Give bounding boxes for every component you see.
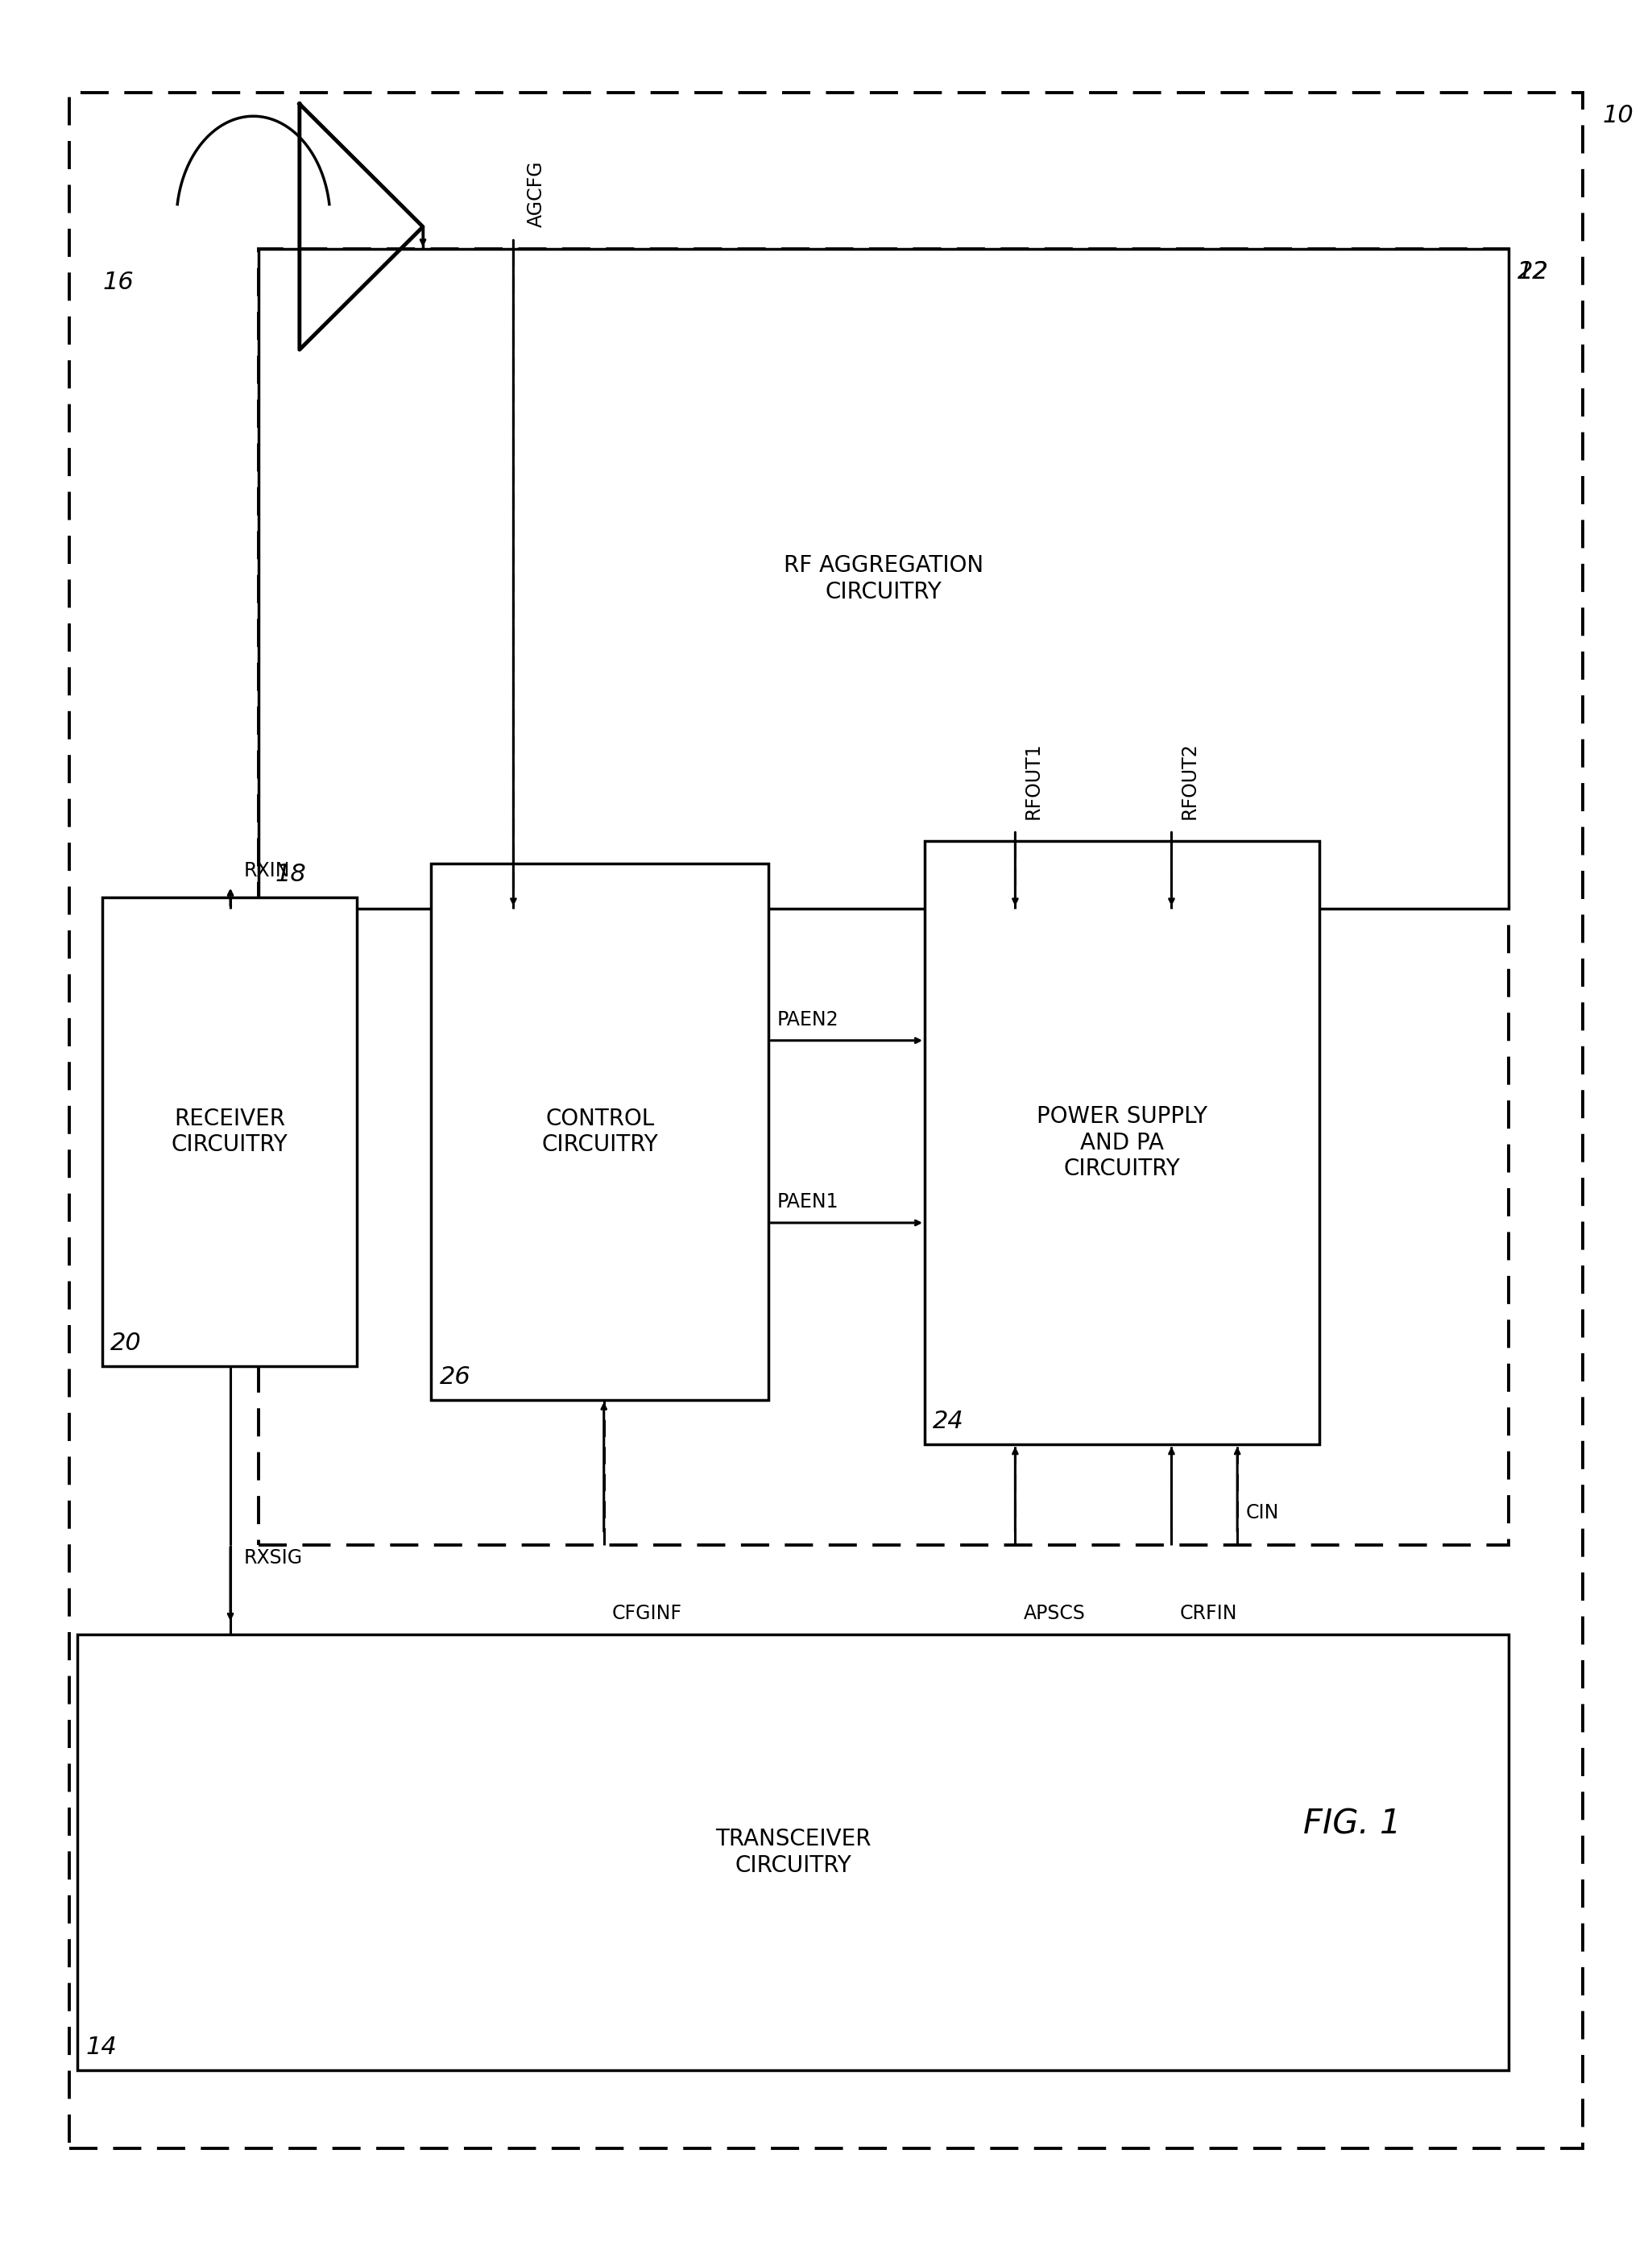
Text: PAEN1: PAEN1 [776, 1192, 838, 1212]
Bar [431, 863, 768, 1401]
Text: 14: 14 [86, 2035, 117, 2059]
Text: 18: 18 [274, 863, 306, 885]
Bar [258, 249, 1508, 1544]
Bar [258, 249, 1508, 908]
Bar [925, 840, 1320, 1445]
Text: 24: 24 [933, 1410, 965, 1434]
Text: RXIN: RXIN [243, 861, 289, 881]
Text: CONTROL
CIRCUITRY: CONTROL CIRCUITRY [542, 1107, 657, 1156]
Text: RF AGGREGATION
CIRCUITRY: RF AGGREGATION CIRCUITRY [783, 554, 983, 603]
Text: RXSIG: RXSIG [243, 1549, 302, 1566]
Bar [78, 1634, 1508, 2071]
Text: CFGINF: CFGINF [613, 1605, 682, 1622]
Text: TRANSCEIVER
CIRCUITRY: TRANSCEIVER CIRCUITRY [715, 1829, 871, 1876]
Text: 20: 20 [111, 1331, 142, 1356]
Text: 22: 22 [1517, 260, 1548, 285]
Text: FIG. 1: FIG. 1 [1303, 1808, 1401, 1842]
Text: APSCS: APSCS [1024, 1605, 1085, 1622]
Text: 12: 12 [1517, 260, 1548, 285]
Text: CRFIN: CRFIN [1180, 1605, 1237, 1622]
Text: POWER SUPPLY
AND PA
CIRCUITRY: POWER SUPPLY AND PA CIRCUITRY [1037, 1105, 1208, 1181]
Bar [102, 896, 357, 1367]
Text: RFOUT1: RFOUT1 [1024, 742, 1042, 818]
Text: AGCFG: AGCFG [527, 159, 545, 226]
Text: 16: 16 [102, 271, 134, 294]
Text: CIN: CIN [1246, 1504, 1279, 1522]
Text: PAEN2: PAEN2 [776, 1011, 838, 1029]
Text: 26: 26 [439, 1365, 471, 1389]
Text: RFOUT2: RFOUT2 [1180, 742, 1199, 818]
Text: RECEIVER
CIRCUITRY: RECEIVER CIRCUITRY [172, 1107, 287, 1156]
Text: 10: 10 [1602, 103, 1634, 128]
